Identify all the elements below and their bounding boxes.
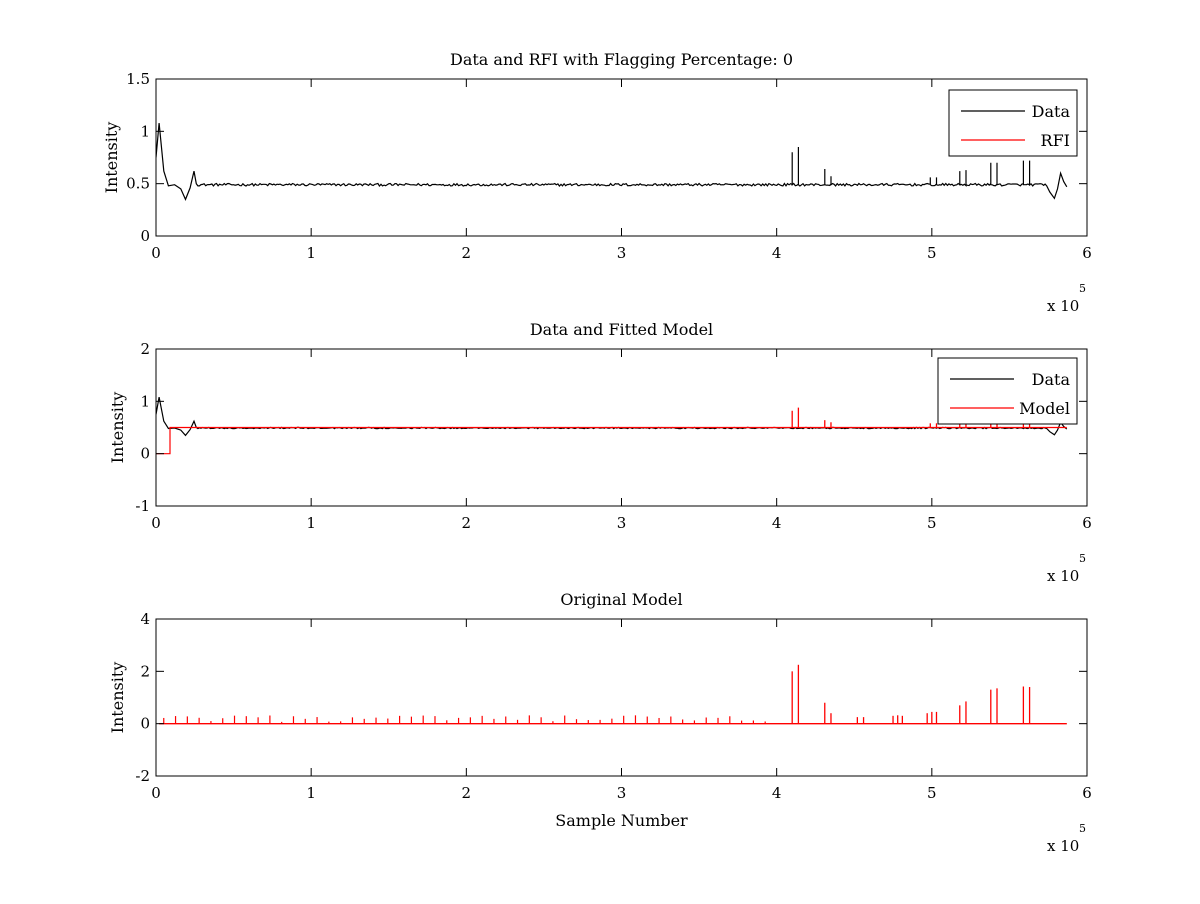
subplot-title: Original Model bbox=[560, 590, 682, 609]
x-tick-label: 0 bbox=[151, 514, 161, 532]
x-tick-label: 5 bbox=[927, 244, 937, 262]
x-multiplier-base: x 10 bbox=[1047, 567, 1079, 585]
x-multiplier: x 105 bbox=[1047, 552, 1086, 585]
x-tick-label: 6 bbox=[1082, 514, 1092, 532]
y-tick-label: 2 bbox=[140, 662, 150, 680]
x-tick-label: 1 bbox=[306, 244, 316, 262]
x-multiplier-exponent: 5 bbox=[1079, 552, 1086, 565]
x-multiplier: x 105 bbox=[1047, 822, 1086, 855]
x-tick-label: 3 bbox=[617, 244, 627, 262]
x-tick-label: 4 bbox=[772, 784, 782, 802]
x-tick-label: 2 bbox=[462, 244, 472, 262]
x-multiplier: x 105 bbox=[1047, 282, 1086, 315]
legend: Data Model bbox=[937, 357, 1078, 425]
x-tick-label: 0 bbox=[151, 244, 161, 262]
y-axis-label: Intensity bbox=[108, 392, 127, 464]
y-tick-label: -1 bbox=[135, 497, 150, 515]
y-tick-label: 2 bbox=[140, 340, 150, 358]
x-tick-label: 4 bbox=[772, 514, 782, 532]
x-tick-label: 2 bbox=[462, 784, 472, 802]
y-tick-label: 0 bbox=[140, 227, 150, 245]
y-tick-label: 1.5 bbox=[126, 70, 150, 88]
series-data-line bbox=[156, 122, 1068, 201]
x-multiplier-exponent: 5 bbox=[1079, 282, 1086, 295]
y-tick-label: 1 bbox=[140, 392, 150, 410]
legend-box bbox=[937, 357, 1078, 425]
x-tick-label: 3 bbox=[617, 514, 627, 532]
y-tick-label: 0 bbox=[140, 445, 150, 463]
y-tick-label: 0 bbox=[140, 715, 150, 733]
legend-label-data: Data bbox=[1032, 370, 1071, 389]
legend-box bbox=[948, 89, 1078, 157]
legend: Data RFI bbox=[948, 89, 1078, 157]
x-multiplier-base: x 10 bbox=[1047, 837, 1079, 855]
x-tick-label: 1 bbox=[306, 784, 316, 802]
legend-label-model: Model bbox=[1019, 399, 1070, 418]
subplot-title: Data and Fitted Model bbox=[530, 320, 713, 339]
x-tick-label: 1 bbox=[306, 514, 316, 532]
y-tick-label: 0.5 bbox=[126, 175, 150, 193]
plot-area bbox=[156, 122, 1068, 201]
subplot-title: Data and RFI with Flagging Percentage: 0 bbox=[450, 50, 793, 69]
x-tick-label: 4 bbox=[772, 244, 782, 262]
x-tick-label: 6 bbox=[1082, 784, 1092, 802]
y-tick-label: 1 bbox=[140, 122, 150, 140]
x-axis-label: Sample Number bbox=[555, 811, 688, 830]
x-tick-label: 2 bbox=[462, 514, 472, 532]
subplot-1: Data and RFI with Flagging Percentage: 0… bbox=[102, 50, 1092, 315]
x-tick-label: 0 bbox=[151, 784, 161, 802]
y-tick-label: -2 bbox=[135, 767, 150, 785]
plot-area bbox=[159, 664, 1067, 725]
x-multiplier-exponent: 5 bbox=[1079, 822, 1086, 835]
legend-label-rfi: RFI bbox=[1041, 131, 1070, 150]
legend-label-data: Data bbox=[1032, 102, 1071, 121]
y-axis-label: Intensity bbox=[102, 122, 121, 194]
y-tick-label: 4 bbox=[140, 610, 150, 628]
x-tick-label: 5 bbox=[927, 784, 937, 802]
x-tick-label: 5 bbox=[927, 514, 937, 532]
x-tick-label: 3 bbox=[617, 784, 627, 802]
x-tick-label: 6 bbox=[1082, 244, 1092, 262]
x-multiplier-base: x 10 bbox=[1047, 297, 1079, 315]
y-axis-label: Intensity bbox=[108, 662, 127, 734]
